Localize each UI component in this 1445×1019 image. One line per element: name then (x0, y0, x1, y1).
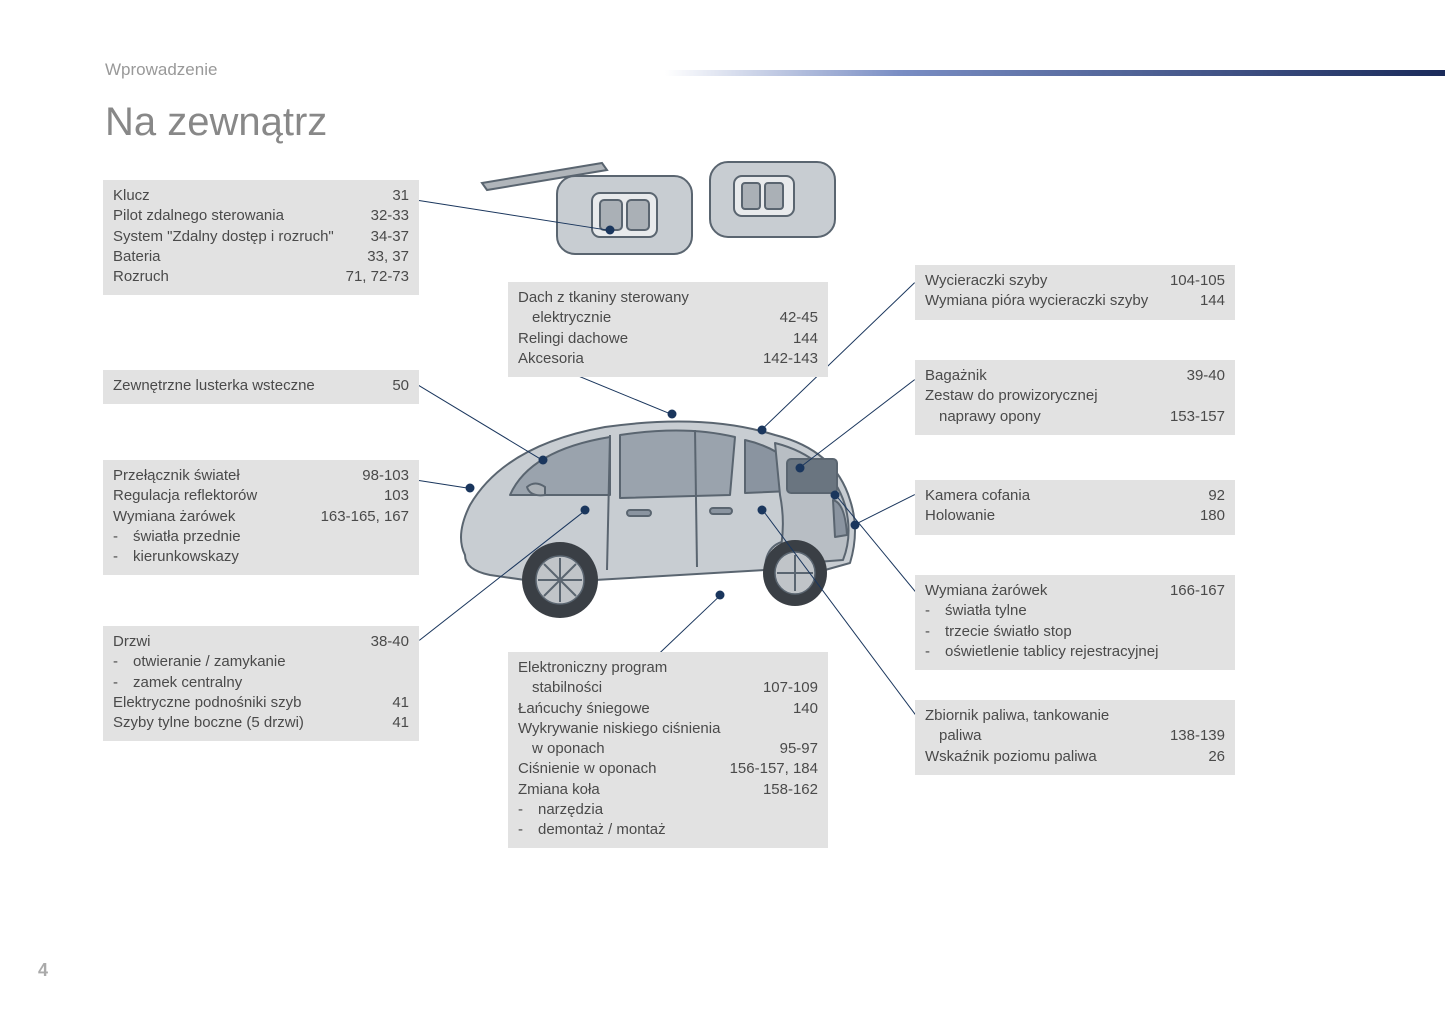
callout-fuel: Zbiornik paliwa, tankowaniepaliwa138-139… (915, 700, 1235, 775)
leader-dot (831, 491, 840, 500)
page-number: 4 (38, 960, 48, 981)
car-illustration (435, 395, 895, 625)
callout-doors: Drzwi38-40-otwieranie / zamykanie-zamek … (103, 626, 419, 741)
leader-dot (796, 464, 805, 473)
leader-dot (466, 484, 475, 493)
car-svg (435, 395, 895, 625)
manual-page: Wprowadzenie Na zewnątrz (0, 0, 1445, 1019)
callout-roof: Dach z tkaniny sterowanyelektrycznie42-4… (508, 282, 828, 377)
leader-dot (758, 426, 767, 435)
leader-dot (581, 506, 590, 515)
leader-dot (606, 226, 615, 235)
callout-camera: Kamera cofania92Holowanie180 (915, 480, 1235, 535)
callout-mirrors: Zewnętrzne lusterka wsteczne50 (103, 370, 419, 404)
leader-dot (539, 456, 548, 465)
callout-stability: Elektroniczny programstabilności107-109Ł… (508, 652, 828, 848)
page-title: Na zewnątrz (105, 100, 1385, 145)
callout-boot: Bagażnik39-40Zestaw do prowizorycznejnap… (915, 360, 1235, 435)
callout-bulbs-rear: Wymiana żarówek166-167-światła tylne-trz… (915, 575, 1235, 670)
callout-lights-front: Przełącznik świateł98-103Regulacja refle… (103, 460, 419, 575)
leader-dot (668, 410, 677, 419)
leader-dot (716, 591, 725, 600)
leader-dot (758, 506, 767, 515)
callout-keys: Klucz31Pilot zdalnego sterowania32-33Sys… (103, 180, 419, 295)
callout-wipers: Wycieraczki szyby104-105Wymiana pióra wy… (915, 265, 1235, 320)
header-rule (665, 70, 1445, 76)
